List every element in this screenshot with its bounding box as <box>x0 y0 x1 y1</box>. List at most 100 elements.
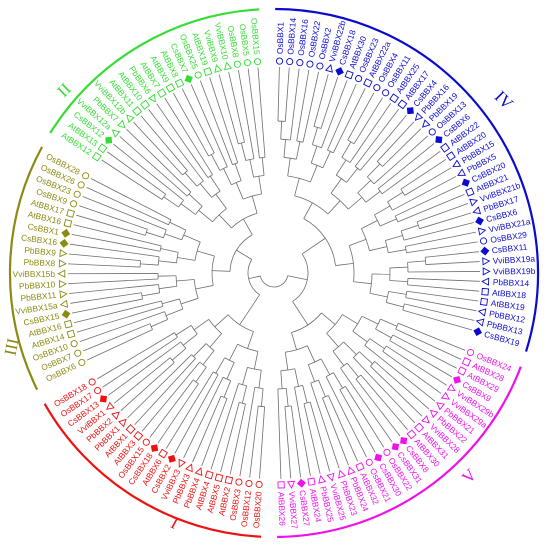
leaf-marker-square-icon <box>465 187 475 197</box>
leaf-marker-square-icon <box>156 88 167 99</box>
branch <box>239 387 256 477</box>
branch <box>416 203 469 223</box>
branch <box>108 341 181 396</box>
branch <box>407 260 426 263</box>
backbone-branch <box>287 275 308 281</box>
branch <box>407 284 480 292</box>
leaf-label: AtBBX19 <box>490 298 525 313</box>
leaf-marker-triangle-icon <box>440 391 450 400</box>
branch <box>163 196 179 208</box>
branch <box>193 319 210 331</box>
backbone-arc <box>259 275 289 288</box>
leaf-marker-tri-down-icon <box>477 308 487 317</box>
branch <box>404 303 475 321</box>
branch-arc <box>208 319 222 334</box>
branch <box>369 246 388 252</box>
branch <box>133 122 183 176</box>
leaf-marker-square-icon <box>132 106 143 117</box>
leaf-marker-square-icon <box>165 83 176 93</box>
branch-arc <box>211 190 221 198</box>
branch <box>353 357 416 424</box>
branch-arc <box>280 368 295 372</box>
leaf-label: OsBBX20 <box>251 491 264 529</box>
branch-arc <box>400 188 406 196</box>
branch <box>226 362 235 380</box>
branch <box>259 406 265 479</box>
branch <box>73 224 162 247</box>
leaf-marker-circle-icon <box>275 57 284 65</box>
branch <box>395 184 461 217</box>
branch <box>134 358 196 426</box>
leaf-label: VviBBX27 <box>287 491 300 530</box>
branch <box>277 67 280 122</box>
leaf-marker-diamond-icon <box>473 327 483 337</box>
branch <box>83 323 151 352</box>
branch <box>164 98 213 175</box>
branch <box>339 389 376 453</box>
leaf-marker-square-icon <box>214 473 224 483</box>
branch <box>385 235 403 241</box>
clade-arc-ii <box>49 8 260 134</box>
branch-arc <box>283 157 297 160</box>
leaf-marker-diamond-icon <box>461 178 470 187</box>
branch-arc <box>178 200 184 208</box>
leaf-marker-circle-icon <box>286 58 294 66</box>
branch-arc <box>205 343 215 351</box>
branch <box>318 379 326 397</box>
branch-arc <box>341 157 351 163</box>
branch <box>374 205 391 216</box>
leaf-marker-circle-icon <box>255 480 263 489</box>
leaf-marker-diamond-icon <box>453 376 461 384</box>
leaf-marker-circle-icon <box>73 190 81 198</box>
branch-arc <box>258 405 265 408</box>
branch <box>374 361 430 410</box>
branch <box>321 80 348 148</box>
leaf-marker-circle-icon <box>94 387 102 395</box>
branch <box>160 248 179 253</box>
branch <box>196 250 215 257</box>
branch-arc <box>332 341 344 352</box>
branch <box>407 271 480 273</box>
clade-label-v: V <box>458 465 481 488</box>
branch <box>340 367 393 443</box>
branch-arc <box>169 357 175 363</box>
branch <box>347 92 375 141</box>
branch <box>360 374 408 431</box>
branch <box>223 380 232 398</box>
branch <box>198 209 213 223</box>
clade-arc-iv <box>275 7 540 352</box>
branch <box>68 253 141 262</box>
leaf-marker-tri-down-icon <box>429 409 439 419</box>
branch <box>165 371 214 449</box>
branch <box>296 69 310 142</box>
branch <box>333 372 343 389</box>
leaf-marker-triangle-icon <box>446 383 456 392</box>
branch <box>285 388 289 407</box>
branch <box>346 168 359 183</box>
branch <box>365 190 381 203</box>
leaf-marker-square-icon <box>125 424 136 435</box>
branch <box>332 88 366 154</box>
leaf-marker-triangle-icon <box>324 63 333 73</box>
leaf-marker-diamond-icon <box>61 228 71 238</box>
branch <box>180 203 196 215</box>
branch <box>322 151 331 168</box>
branch <box>389 340 453 378</box>
backbone-branch <box>236 249 252 260</box>
leaf-marker-square-icon <box>440 142 451 153</box>
branch <box>86 187 169 226</box>
clade-arc-i <box>43 403 262 538</box>
branch <box>190 84 228 167</box>
leaf-label: VviBBX19b <box>493 266 536 276</box>
leaf-marker-triangle-icon <box>286 480 296 489</box>
branch <box>341 141 352 158</box>
leaf-marker-tri-down-icon <box>59 249 68 258</box>
branch <box>335 159 347 176</box>
branch-arc <box>364 338 371 346</box>
leaf-marker-triangle-icon <box>482 267 491 276</box>
branch <box>425 261 480 265</box>
branch <box>303 403 321 474</box>
branch <box>241 385 247 404</box>
leaf-marker-square-icon <box>174 78 185 88</box>
